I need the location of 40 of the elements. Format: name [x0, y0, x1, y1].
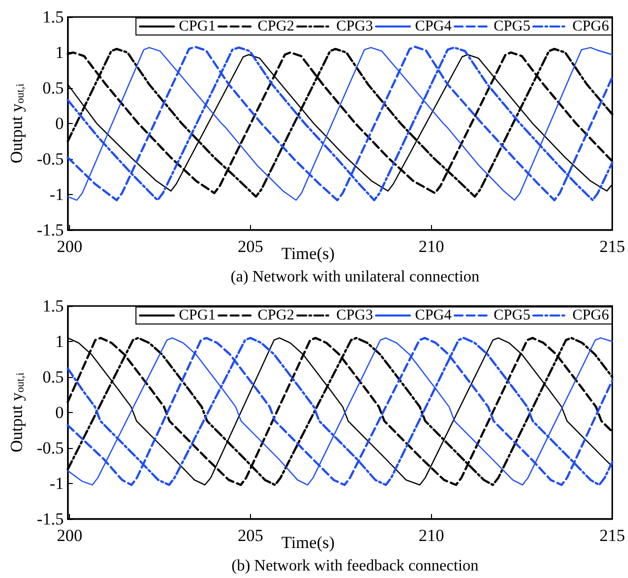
y-tick-label: 0: [55, 403, 64, 422]
legend-label: CPG5: [494, 18, 530, 34]
y-tick-label: 1: [55, 43, 64, 62]
legend-label: CPG6: [572, 308, 610, 324]
y-tick-label: 0.5: [42, 368, 64, 386]
x-tick-label: 215: [600, 526, 625, 545]
x-tick-label: 205: [238, 526, 264, 545]
text: (b) Network with feedback connection: [231, 558, 479, 574]
x-tick-label: 205: [238, 237, 264, 256]
y-tick-label: -0.5: [36, 150, 64, 168]
y-tick-label: -1.5: [36, 220, 64, 240]
legend-label: CPG2: [258, 308, 294, 324]
x-axis-title: Time(s): [281, 244, 335, 263]
x-tick-label: 200: [56, 526, 82, 545]
y-tick-label: 1.5: [42, 8, 64, 26]
y-tick-label: -1.5: [36, 510, 64, 528]
x-tick-label: 200: [56, 237, 82, 256]
y-axis-title: Output yout,i: [7, 84, 26, 164]
y-tick-label: 0: [55, 114, 64, 133]
legend-label: CPG1: [178, 308, 216, 324]
x-tick-label: 215: [600, 237, 625, 256]
x-tick-label: 210: [418, 237, 444, 256]
y-tick-label: -1: [50, 474, 64, 493]
legend-label: CPG4: [414, 18, 452, 34]
y-tick-label: -0.5: [36, 438, 64, 458]
y-tick-label: 1: [55, 332, 64, 351]
x-axis-title: Time(s): [281, 533, 335, 552]
x-tick-label: 210: [418, 526, 444, 545]
y-tick-label: -1: [50, 185, 64, 204]
legend-label: CPG1: [178, 18, 216, 34]
legend-label: CPG5: [494, 308, 530, 324]
legend-label: CPG4: [414, 308, 452, 324]
y-tick-label: 0.5: [42, 78, 64, 98]
y-tick-label: 1.5: [42, 296, 64, 316]
legend-label: CPG3: [336, 308, 373, 324]
legend-label: CPG2: [258, 18, 294, 34]
legend-label: CPG6: [572, 18, 610, 34]
y-axis-title: Output yout,i: [7, 372, 26, 452]
text: (a) Network with unilateral connection: [230, 268, 480, 286]
legend-label: CPG3: [336, 18, 373, 34]
